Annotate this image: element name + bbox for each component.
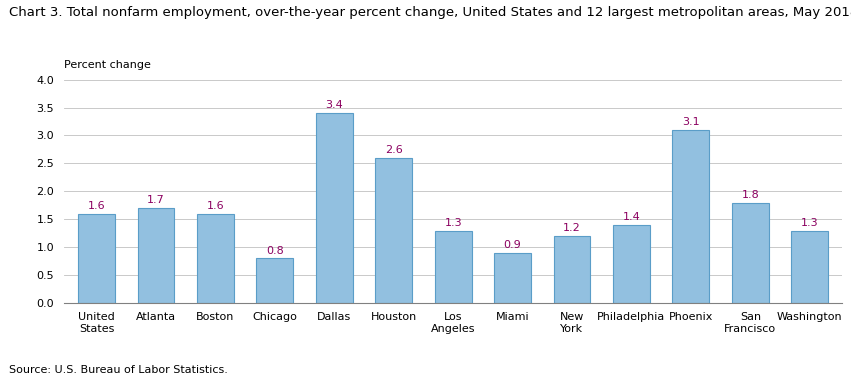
- Bar: [435, 230, 471, 303]
- Text: 0.8: 0.8: [266, 246, 283, 256]
- Bar: [791, 230, 828, 303]
- Bar: [554, 236, 591, 303]
- Text: 3.1: 3.1: [683, 117, 700, 127]
- Text: Source: U.S. Bureau of Labor Statistics.: Source: U.S. Bureau of Labor Statistics.: [9, 365, 227, 375]
- Text: 1.3: 1.3: [444, 218, 462, 228]
- Bar: [375, 158, 412, 303]
- Text: 1.4: 1.4: [623, 212, 640, 222]
- Text: 1.6: 1.6: [207, 201, 224, 211]
- Text: 1.8: 1.8: [741, 190, 759, 200]
- Text: Percent change: Percent change: [64, 60, 151, 70]
- Text: 1.3: 1.3: [801, 218, 819, 228]
- Bar: [197, 214, 234, 303]
- Bar: [138, 208, 174, 303]
- Bar: [494, 253, 531, 303]
- Text: 1.2: 1.2: [563, 223, 581, 233]
- Text: 3.4: 3.4: [325, 100, 343, 110]
- Bar: [732, 202, 768, 303]
- Bar: [672, 130, 710, 303]
- Text: Chart 3. Total nonfarm employment, over-the-year percent change, United States a: Chart 3. Total nonfarm employment, over-…: [9, 6, 851, 19]
- Text: 0.9: 0.9: [504, 240, 522, 250]
- Text: 2.6: 2.6: [385, 145, 403, 155]
- Bar: [256, 258, 294, 303]
- Bar: [613, 225, 650, 303]
- Text: 1.7: 1.7: [147, 195, 165, 205]
- Text: 1.6: 1.6: [88, 201, 106, 211]
- Bar: [78, 214, 115, 303]
- Bar: [316, 113, 352, 303]
